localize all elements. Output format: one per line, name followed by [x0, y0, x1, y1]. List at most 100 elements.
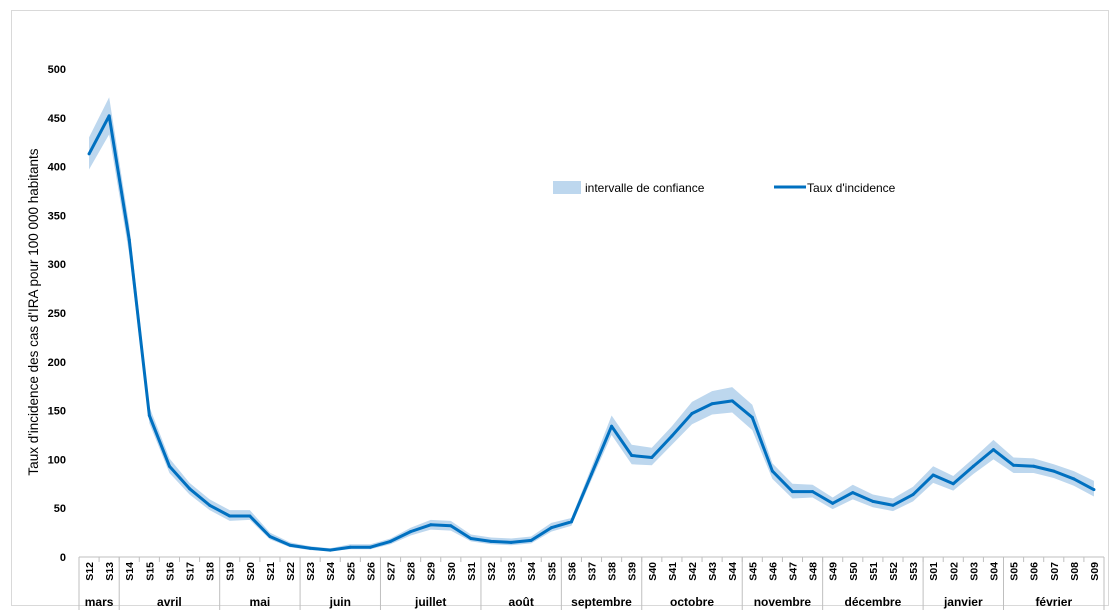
- x-tick-s29: S29: [426, 562, 438, 581]
- month-label-mai: mai: [250, 595, 271, 609]
- x-tick-s40: S40: [647, 562, 659, 581]
- data-point-s05: [1012, 463, 1016, 467]
- y-tick-300: 300: [48, 259, 66, 271]
- data-point-s21: [268, 535, 272, 538]
- month-label-décembre: décembre: [845, 595, 902, 609]
- x-tick-s38: S38: [607, 562, 619, 581]
- data-point-s04: [991, 448, 995, 452]
- x-tick-s52: S52: [888, 562, 900, 581]
- data-point-s23: [308, 546, 312, 550]
- data-point-s40: [650, 455, 654, 459]
- y-ticks: 0 50 100 150 200 250 300 350 400 450 500: [48, 64, 66, 564]
- x-tick-s33: S33: [506, 562, 518, 581]
- data-point-s52: [891, 503, 895, 507]
- x-tick-s24: S24: [325, 562, 337, 581]
- month-label-juillet: juillet: [414, 595, 446, 609]
- x-tick-s20: S20: [245, 562, 257, 581]
- x-tick-s39: S39: [627, 562, 639, 581]
- x-tick-s50: S50: [848, 562, 860, 581]
- x-tick-s49: S49: [828, 562, 840, 581]
- data-point-s35: [549, 526, 553, 530]
- confidence-band-layer: [89, 97, 1094, 552]
- data-point-s43: [710, 402, 714, 406]
- data-point-s45: [750, 415, 754, 419]
- data-point-s39: [630, 454, 634, 457]
- x-tick-s51: S51: [868, 562, 880, 581]
- x-tick-s46: S46: [767, 562, 779, 581]
- data-point-s01: [931, 473, 935, 477]
- data-point-s12: [87, 152, 91, 156]
- x-tick-s16: S16: [164, 562, 176, 581]
- data-point-s14: [127, 238, 131, 242]
- x-tick-s01: S01: [928, 562, 940, 581]
- confidence-band: [89, 97, 1094, 552]
- x-tick-s47: S47: [788, 562, 800, 581]
- y-tick-500: 500: [48, 64, 66, 76]
- data-point-s50: [851, 491, 855, 495]
- data-point-s32: [489, 539, 493, 543]
- x-tick-s28: S28: [406, 562, 418, 581]
- x-tick-s30: S30: [446, 562, 458, 581]
- y-tick-200: 200: [48, 357, 66, 369]
- x-tick-s44: S44: [727, 562, 739, 581]
- x-tick-s03: S03: [968, 562, 980, 581]
- x-tick-s05: S05: [1009, 562, 1021, 581]
- x-tick-s31: S31: [466, 562, 478, 581]
- x-tick-s15: S15: [144, 562, 156, 581]
- month-labels: mars avril mai juin juillet août septembre octo…: [85, 595, 1073, 609]
- x-tick-s04: S04: [989, 562, 1001, 581]
- data-point-s37: [590, 472, 593, 476]
- y-tick-400: 400: [48, 162, 66, 174]
- data-point-s25: [348, 545, 352, 549]
- data-point-s22: [288, 543, 292, 547]
- data-point-s07: [1052, 469, 1056, 473]
- x-tick-s32: S32: [486, 562, 498, 581]
- x-tick-s45: S45: [747, 562, 759, 581]
- data-point-s27: [389, 539, 393, 543]
- y-axis-label: Taux d'incidence des cas d'IRA pour 100 …: [26, 148, 41, 475]
- y-tick-350: 350: [48, 210, 66, 222]
- x-tick-s36: S36: [566, 562, 578, 581]
- axis-layer: [78, 556, 1105, 610]
- data-point-s42: [690, 412, 694, 416]
- month-label-août: août: [509, 595, 534, 609]
- data-point-s46: [770, 469, 774, 473]
- x-tick-s27: S27: [386, 562, 398, 581]
- month-label-octobre: octobre: [670, 595, 714, 609]
- data-point-s06: [1032, 464, 1036, 468]
- month-label-janvier: janvier: [943, 595, 983, 609]
- data-point-s20: [248, 514, 252, 518]
- month-label-mars: mars: [85, 595, 114, 609]
- data-point-s09: [1092, 488, 1096, 492]
- data-point-s41: [670, 434, 674, 438]
- data-point-s44: [730, 399, 734, 403]
- data-point-s53: [911, 493, 915, 497]
- x-tick-s13: S13: [104, 562, 116, 581]
- x-ticks: S12 S13 S14 S15 S16 S17 S18 S19 S20 S21 S22 S23 S24 S…: [84, 562, 1101, 581]
- incidence-line-layer: [87, 114, 1096, 552]
- data-point-s18: [208, 503, 212, 507]
- data-point-s24: [328, 548, 332, 552]
- x-tick-s37: S37: [587, 562, 599, 581]
- x-tick-s35: S35: [546, 562, 558, 581]
- data-point-s28: [409, 530, 413, 534]
- data-point-s16: [167, 464, 171, 468]
- legend-line-label: Taux d'incidence: [807, 181, 896, 195]
- x-tick-s22: S22: [285, 562, 297, 581]
- data-point-s17: [188, 487, 192, 491]
- x-tick-s41: S41: [667, 562, 679, 581]
- month-label-juin: juin: [329, 595, 351, 609]
- x-tick-s09: S09: [1089, 562, 1101, 581]
- data-point-s33: [509, 540, 513, 544]
- month-label-septembre: septembre: [571, 595, 632, 609]
- x-tick-s07: S07: [1049, 562, 1061, 581]
- data-point-s08: [1072, 477, 1076, 481]
- x-tick-s06: S06: [1029, 562, 1041, 581]
- data-point-s51: [871, 499, 875, 503]
- month-label-février: février: [1035, 595, 1072, 609]
- x-tick-s12: S12: [84, 562, 96, 581]
- chart-frame: [11, 10, 1109, 606]
- x-tick-s25: S25: [345, 562, 357, 581]
- x-tick-s08: S08: [1069, 562, 1081, 581]
- y-tick-450: 450: [48, 113, 66, 125]
